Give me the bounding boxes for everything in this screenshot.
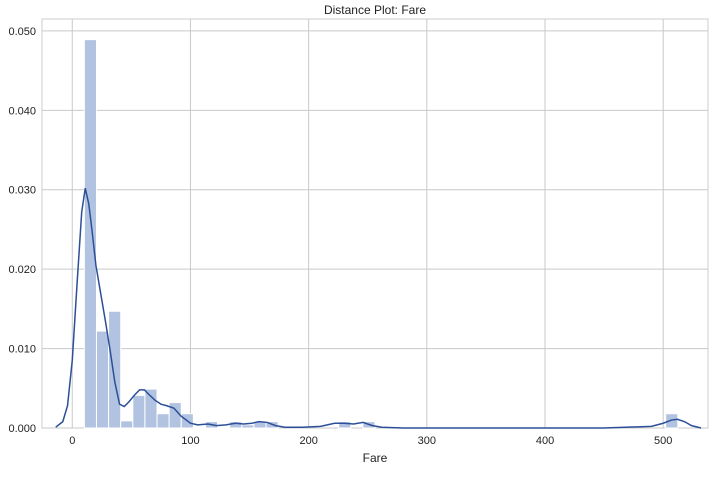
- x-tick-label: 200: [299, 435, 317, 447]
- y-tick-label: 0.040: [8, 105, 36, 117]
- histogram-bar: [83, 39, 97, 429]
- y-tick-label: 0.010: [8, 344, 36, 356]
- x-axis-ticks: 0 100 200 300 400 500: [69, 435, 672, 447]
- x-tick-label: 500: [654, 435, 672, 447]
- histogram-bar: [217, 426, 231, 429]
- y-tick-label: 0.030: [8, 185, 36, 197]
- x-tick-label: 0: [69, 435, 75, 447]
- chart-title: Distance Plot: Fare: [324, 3, 426, 17]
- x-tick-label: 400: [536, 435, 554, 447]
- histogram-bar: [108, 310, 122, 429]
- plot-area: [41, 18, 709, 429]
- histogram-bar: [241, 424, 255, 429]
- histogram-bar: [156, 413, 170, 429]
- y-tick-label: 0.000: [8, 423, 36, 435]
- x-axis-label: Fare: [363, 451, 388, 465]
- histogram-bar: [132, 394, 146, 429]
- histogram-bar: [338, 421, 352, 429]
- histogram-bar: [192, 426, 206, 429]
- histogram-bar: [144, 388, 158, 429]
- y-axis-ticks: 0.000 0.010 0.020 0.030 0.040 0.050: [8, 26, 36, 435]
- histogram-bars: [83, 39, 679, 429]
- histogram-bar: [120, 420, 134, 429]
- x-tick-label: 100: [181, 435, 199, 447]
- kde-line-group: [55, 187, 702, 429]
- histogram-bar: [665, 413, 679, 429]
- y-tick-label: 0.020: [8, 264, 36, 276]
- x-tick-label: 300: [418, 435, 436, 447]
- kde-line: [55, 187, 702, 429]
- y-tick-label: 0.050: [8, 26, 36, 38]
- histogram-bar: [95, 330, 110, 429]
